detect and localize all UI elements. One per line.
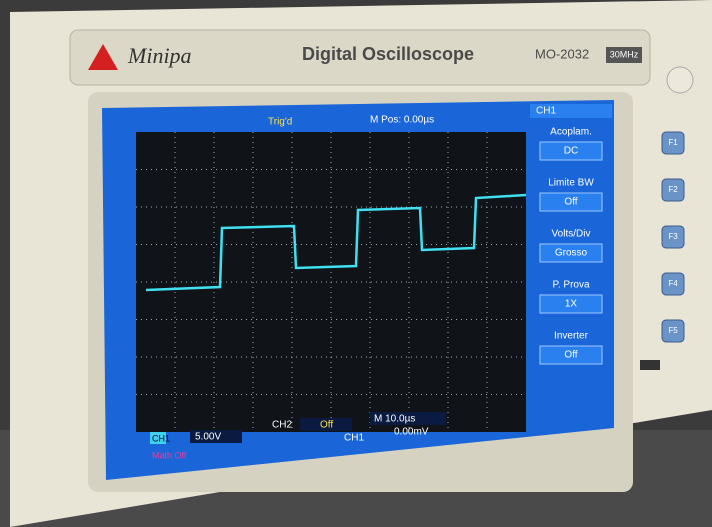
menu-value: Off xyxy=(564,197,577,208)
menu-label: Limite BW xyxy=(548,178,594,189)
menu-value: Grosso xyxy=(555,248,588,259)
model: MO-2032 xyxy=(535,46,589,61)
trigger-status: Trig'd xyxy=(268,117,292,128)
trig-level: 0.00mV xyxy=(394,427,429,438)
math: Math Off xyxy=(152,450,187,460)
bandwidth: 30MHz xyxy=(610,49,639,59)
menu-value: Off xyxy=(564,350,577,361)
f-button-label: F1 xyxy=(668,138,678,147)
brand: Minipa xyxy=(127,43,192,68)
trig-source: CH1 xyxy=(344,433,364,444)
f-button-label: F3 xyxy=(668,232,678,241)
usb-port xyxy=(640,360,660,370)
menu-value: 1X xyxy=(565,299,578,310)
f-button-label: F4 xyxy=(668,279,678,288)
timebase: M 10.0µs xyxy=(374,414,415,425)
menu-label: Volts/Div xyxy=(552,229,591,240)
menu-label: P. Prova xyxy=(552,280,589,291)
knob xyxy=(667,67,693,93)
f-button-label: F2 xyxy=(668,185,678,194)
f-button-label: F5 xyxy=(668,326,678,335)
menu-value: DC xyxy=(564,146,578,157)
menu-title: CH1 xyxy=(536,106,556,117)
ch1-scale: 5.00V xyxy=(195,432,221,443)
ch2-label: CH2 xyxy=(272,420,292,431)
menu-label: Acoplam. xyxy=(550,127,592,138)
ch1-label: CH1 xyxy=(152,433,170,443)
position: M Pos: 0.00µs xyxy=(370,115,434,126)
title: Digital Oscilloscope xyxy=(302,44,474,64)
menu-label: Inverter xyxy=(554,331,589,342)
photo: Minipa Digital Oscilloscope MO-2032 30MH… xyxy=(0,0,712,527)
ch2-state: Off xyxy=(320,420,333,431)
